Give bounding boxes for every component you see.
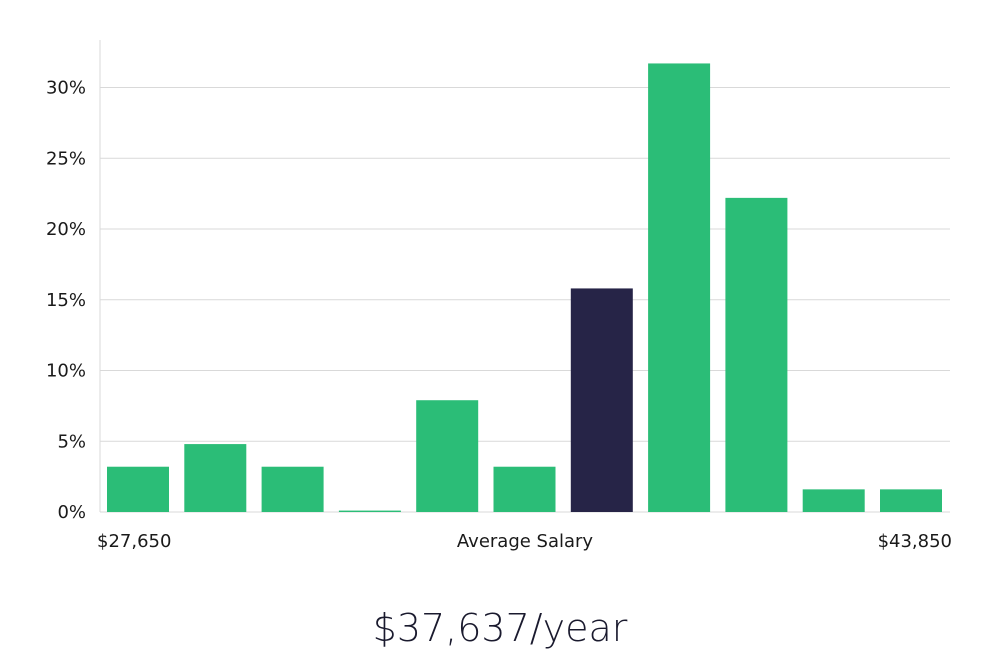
bar [725,197,788,512]
bar [416,400,479,512]
y-tick-label: 15% [46,290,86,311]
bar [184,444,247,512]
bar [802,489,865,512]
bar [648,63,711,512]
bars-layer [107,63,942,512]
x-min-label: $27,650 [97,531,171,552]
x-axis-labels: $27,650 Average Salary $43,850 [97,531,952,552]
y-tick-label: 30% [46,78,86,99]
y-tick-label: 25% [46,148,86,169]
x-max-label: $43,850 [878,531,952,552]
bar [338,510,401,512]
y-tick-label: 20% [46,219,86,240]
average-salary-value: $37,637/year [372,606,628,650]
bar [261,466,324,512]
bar [880,489,942,512]
y-tick-label: 0% [57,502,86,523]
bar-highlighted [570,288,633,512]
grid-layer [100,87,950,513]
y-axis-ticks: 0% 5% 10% 15% 20% 25% 30% [46,78,86,524]
bar [493,466,556,512]
chart-svg: 0% 5% 10% 15% 20% 25% 30% $27,650 Average Sala… [46,40,952,552]
bar [107,466,169,512]
y-tick-label: 10% [46,361,86,382]
y-tick-label: 5% [57,431,86,452]
x-axis-title: Average Salary [457,531,594,552]
